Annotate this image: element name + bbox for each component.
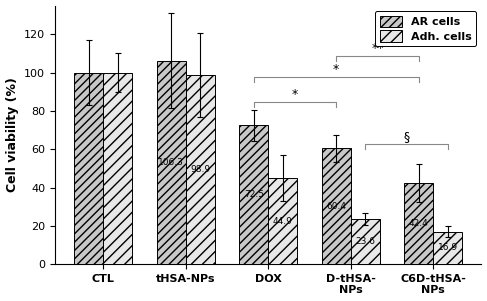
Text: 98.9: 98.9 [190,165,210,174]
Bar [103,73,132,264]
Bar [433,232,462,264]
Text: *: * [333,64,339,76]
Y-axis label: Cell viability (%): Cell viability (%) [5,77,19,192]
Bar [404,183,433,264]
Bar [157,61,186,264]
Text: 60.4: 60.4 [326,202,346,211]
Bar [186,75,215,264]
Text: *: * [292,88,298,101]
Legend: AR cells, Adh. cells: AR cells, Adh. cells [375,11,476,46]
Bar [322,148,351,264]
Text: 42.4: 42.4 [409,219,429,228]
Text: 44.9: 44.9 [273,217,293,226]
Bar [239,125,268,264]
Text: 16.9: 16.9 [437,244,458,253]
Bar [75,73,103,264]
Text: **: ** [371,42,384,55]
Text: 72.5: 72.5 [244,190,264,199]
Text: §: § [403,130,410,144]
Text: 106.3: 106.3 [158,158,184,167]
Bar [268,178,297,264]
Text: 23.6: 23.6 [355,237,375,246]
Bar [351,219,379,264]
